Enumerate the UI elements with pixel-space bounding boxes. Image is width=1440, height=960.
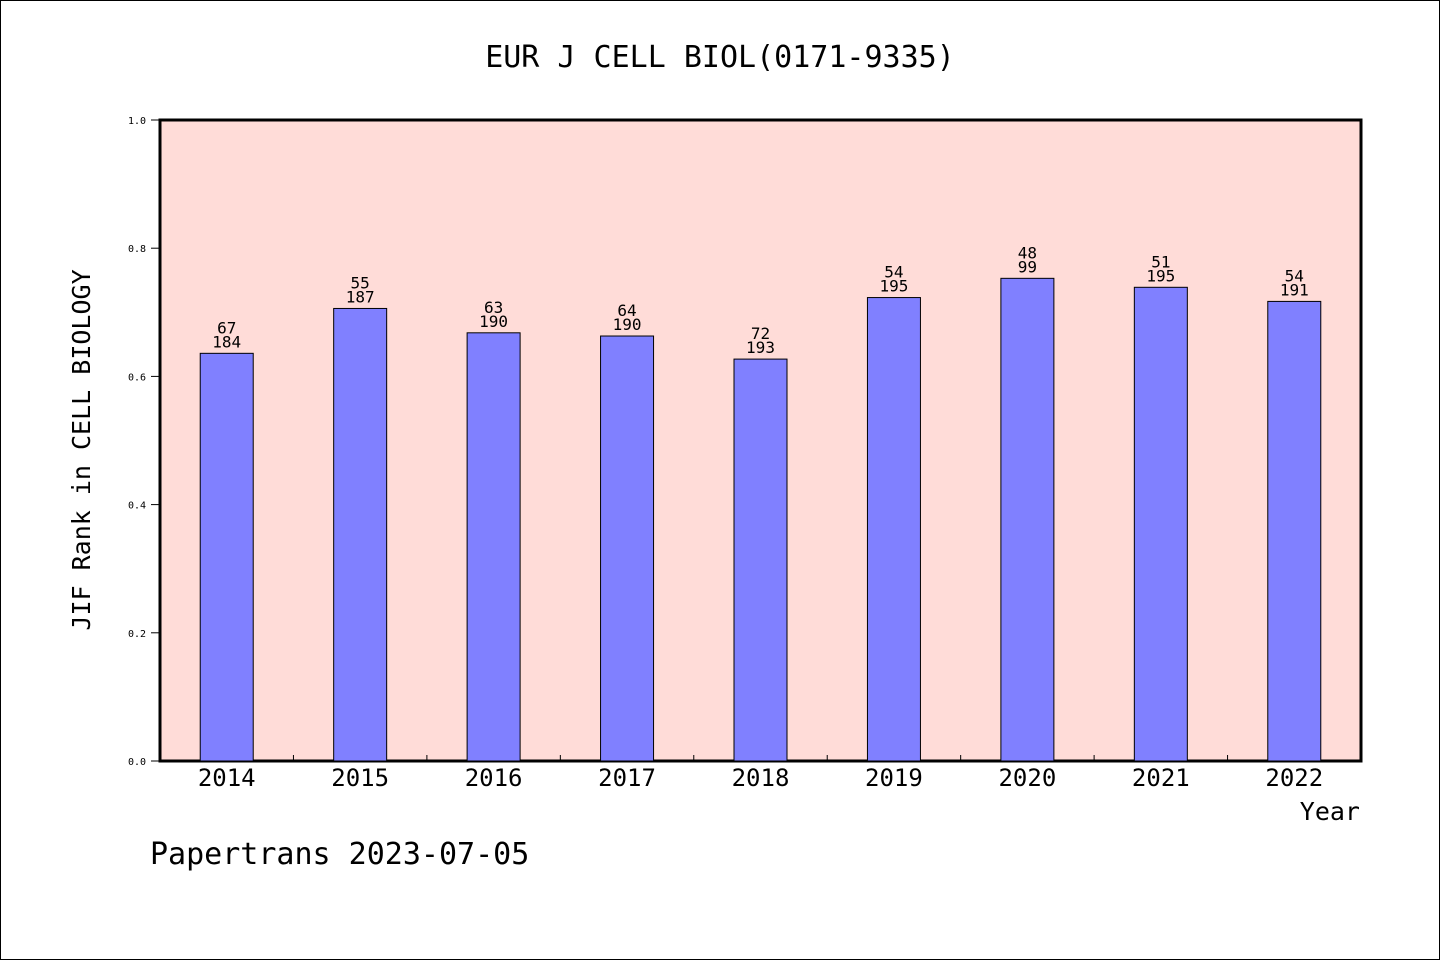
bar-total-label-2015: 187 xyxy=(346,287,375,306)
bar-rank-label-2019: 54 xyxy=(884,263,903,282)
bar-rank-label-2015: 55 xyxy=(351,273,370,292)
bar-2019 xyxy=(866,297,921,762)
footer-watermark: Papertrans 2023-07-05 xyxy=(150,837,529,872)
x-tick-label-2015: 2015 xyxy=(331,764,389,792)
y-tick-label-0.4: 0.4 xyxy=(128,501,146,512)
bar-total-label-2016: 190 xyxy=(479,312,508,331)
bar-2016 xyxy=(466,332,521,762)
y-tick-label-0.2: 0.2 xyxy=(128,629,146,640)
bar-total-label-2018: 193 xyxy=(746,338,775,357)
bar-rank-label-2021: 51 xyxy=(1151,252,1170,271)
bar-rank-label-2022: 54 xyxy=(1285,266,1304,285)
y-tick-label-0.8: 0.8 xyxy=(128,244,146,255)
bar-rank-label-2016: 63 xyxy=(484,298,503,317)
bar-total-label-2022: 191 xyxy=(1280,280,1309,299)
y-tick-label-0.6: 0.6 xyxy=(128,372,146,383)
chart-title: EUR J CELL BIOL(0171-9335) xyxy=(485,40,955,75)
bar-total-label-2020: 99 xyxy=(1018,257,1037,276)
x-tick-label-2019: 2019 xyxy=(865,764,923,792)
x-tick-label-2018: 2018 xyxy=(732,764,790,792)
x-tick-label-2016: 2016 xyxy=(465,764,523,792)
bar-rank-label-2020: 48 xyxy=(1018,243,1037,262)
bar-2020 xyxy=(1000,277,1055,762)
bar-2017 xyxy=(600,335,655,762)
y-tick-label-1.0: 1.0 xyxy=(128,116,146,127)
bar-2018 xyxy=(733,358,788,762)
bar-rank-label-2018: 72 xyxy=(751,324,770,343)
y-tick-label-0.0: 0.0 xyxy=(128,757,146,768)
bar-2022 xyxy=(1267,300,1322,762)
x-tick-label-2021: 2021 xyxy=(1132,764,1190,792)
bar-2021 xyxy=(1133,286,1188,762)
x-tick-label-2020: 2020 xyxy=(998,764,1056,792)
bar-rank-label-2017: 64 xyxy=(617,301,636,320)
x-tick-label-2014: 2014 xyxy=(198,764,256,792)
bar-2015 xyxy=(333,307,388,762)
x-tick-label-2022: 2022 xyxy=(1265,764,1323,792)
x-axis-label: Year xyxy=(1300,797,1360,826)
bar-total-label-2021: 195 xyxy=(1146,266,1175,285)
bar-rank-label-2014: 67 xyxy=(217,318,236,337)
y-axis-label: JIF Rank in CELL BIOLOGY xyxy=(67,269,96,630)
bar-total-label-2017: 190 xyxy=(613,315,642,334)
y-axis: 0.0 0.2 0.4 0.6 0.8 1.0 xyxy=(128,116,160,768)
bar-total-label-2019: 195 xyxy=(879,277,908,296)
bar-total-label-2014: 184 xyxy=(212,332,241,351)
x-tick-label-2017: 2017 xyxy=(598,764,656,792)
bar-2014 xyxy=(199,352,254,762)
x-axis: 2014 2015 2016 2017 2018 2019 2020 2021 2022 xyxy=(198,755,1323,792)
